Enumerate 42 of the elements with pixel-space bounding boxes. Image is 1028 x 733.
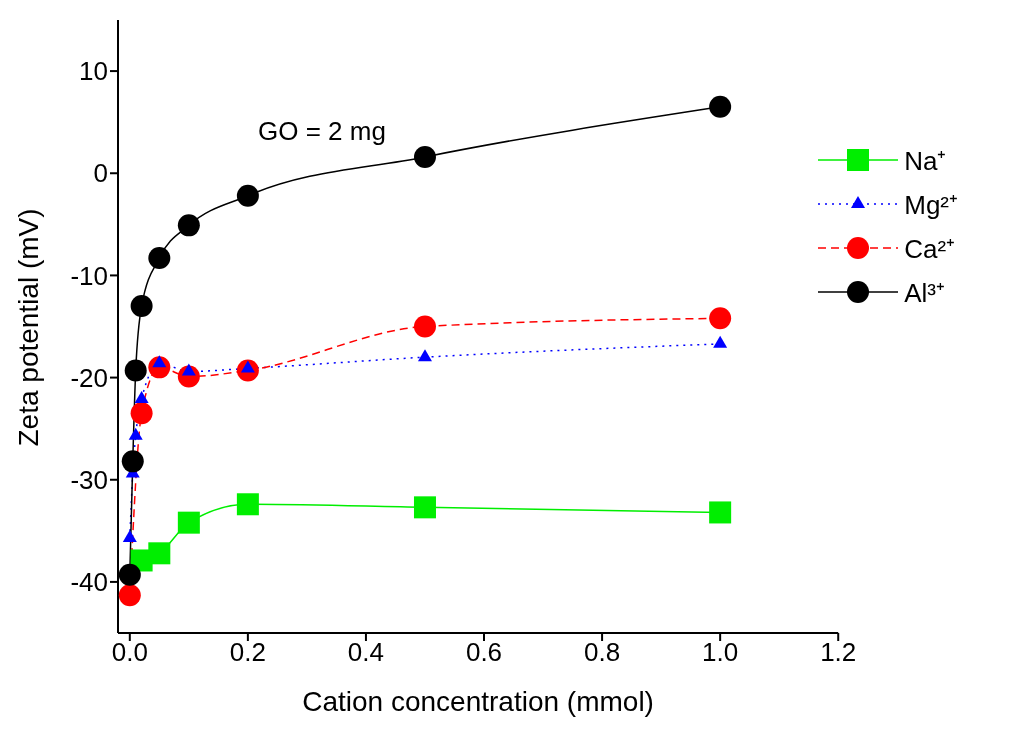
point xyxy=(713,335,728,348)
point xyxy=(121,450,144,473)
y-tick-label: 10 xyxy=(79,56,108,87)
point xyxy=(709,501,732,524)
x-axis-title: Cation concentration (mmol) xyxy=(302,686,654,717)
point xyxy=(236,184,259,207)
x-tick-label: 0.4 xyxy=(347,637,385,668)
point xyxy=(118,584,141,607)
x-tick-label: 0.0 xyxy=(111,637,148,668)
point xyxy=(130,402,153,425)
x-tick-label: 0.2 xyxy=(229,637,266,668)
legend-label: Ca²⁺ xyxy=(904,233,956,266)
x-tick-label: 1.2 xyxy=(820,637,857,668)
point xyxy=(124,359,147,382)
point xyxy=(413,496,436,519)
point xyxy=(177,511,200,534)
point xyxy=(130,295,153,318)
point xyxy=(413,315,436,338)
point xyxy=(134,391,149,404)
y-axis-title: Zeta potential (mV) xyxy=(12,208,44,447)
legend-label: Na⁺ xyxy=(904,145,947,178)
point xyxy=(709,307,732,330)
x-tick-label: 1.0 xyxy=(702,637,739,668)
annotation: GO = 2 mg xyxy=(258,116,386,146)
point xyxy=(128,427,143,440)
y-tick-label: -10 xyxy=(70,260,108,291)
point xyxy=(177,214,200,237)
y-tick-label: -20 xyxy=(70,362,108,393)
point xyxy=(148,542,171,565)
legend-label: Al³⁺ xyxy=(904,277,945,310)
point xyxy=(709,95,732,118)
legend-label: Mg²⁺ xyxy=(904,189,958,222)
x-tick-label: 0.6 xyxy=(465,637,503,668)
point xyxy=(413,145,436,168)
x-tick-label: 0.8 xyxy=(584,637,621,668)
y-tick-label: -40 xyxy=(70,567,108,598)
point xyxy=(118,563,141,586)
y-tick-label: 0 xyxy=(93,158,108,189)
point xyxy=(236,493,259,516)
point xyxy=(417,349,432,362)
y-tick-label: -30 xyxy=(70,464,108,495)
point xyxy=(148,247,171,270)
